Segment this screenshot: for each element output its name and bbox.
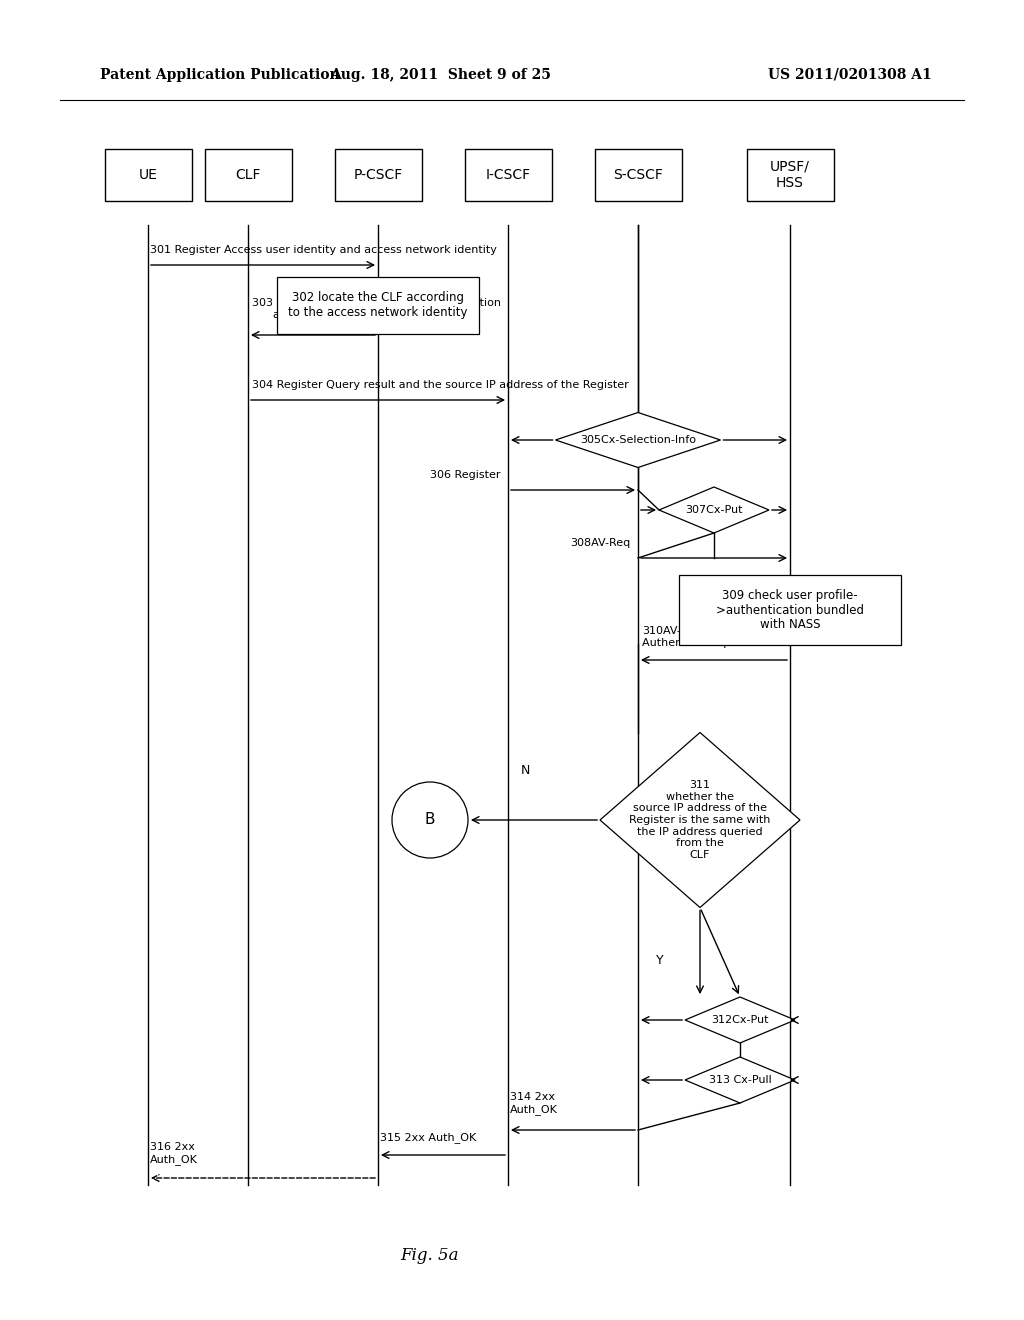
- FancyBboxPatch shape: [679, 576, 901, 645]
- Circle shape: [392, 781, 468, 858]
- FancyBboxPatch shape: [465, 149, 552, 201]
- Text: 305Cx-Selection-Info: 305Cx-Selection-Info: [580, 436, 696, 445]
- Polygon shape: [659, 487, 769, 533]
- Text: N: N: [520, 763, 529, 776]
- FancyBboxPatch shape: [335, 149, 422, 201]
- Polygon shape: [600, 733, 800, 908]
- FancyBboxPatch shape: [104, 149, 191, 201]
- Text: 308AV-Req: 308AV-Req: [569, 539, 630, 548]
- Text: UE: UE: [138, 168, 158, 182]
- Text: Y: Y: [656, 953, 664, 966]
- Text: UPSF/
HSS: UPSF/ HSS: [770, 160, 810, 190]
- Polygon shape: [685, 1057, 795, 1104]
- Text: Aug. 18, 2011  Sheet 9 of 25: Aug. 18, 2011 Sheet 9 of 25: [330, 69, 551, 82]
- Text: US 2011/0201308 A1: US 2011/0201308 A1: [768, 69, 932, 82]
- FancyBboxPatch shape: [205, 149, 292, 201]
- Text: 316 2xx
Auth_OK: 316 2xx Auth_OK: [150, 1143, 198, 1166]
- Text: 311
whether the
source IP address of the
Register is the same with
the IP addres: 311 whether the source IP address of the…: [630, 780, 771, 859]
- Text: 303 query the NASS attachment information
      according to the access user ide: 303 query the NASS attachment informatio…: [252, 298, 501, 319]
- FancyBboxPatch shape: [278, 276, 479, 334]
- Text: 302 locate the CLF according
to the access network identity: 302 locate the CLF according to the acce…: [288, 290, 468, 319]
- Text: Patent Application Publication: Patent Application Publication: [100, 69, 340, 82]
- Text: 306 Register: 306 Register: [429, 470, 500, 480]
- Text: S-CSCF: S-CSCF: [613, 168, 663, 182]
- Text: 304 Register Query result and the source IP address of the Register: 304 Register Query result and the source…: [252, 380, 629, 389]
- Text: I-CSCF: I-CSCF: [485, 168, 530, 182]
- Text: 313 Cx-Pull: 313 Cx-Pull: [709, 1074, 771, 1085]
- Text: 314 2xx
Auth_OK: 314 2xx Auth_OK: [510, 1093, 558, 1115]
- FancyBboxPatch shape: [595, 149, 682, 201]
- Text: 309 check user profile-
>authentication bundled
with NASS: 309 check user profile- >authentication …: [716, 589, 864, 631]
- Text: 307Cx-Put: 307Cx-Put: [685, 506, 742, 515]
- FancyBboxPatch shape: [746, 149, 834, 201]
- Text: 315 2xx Auth_OK: 315 2xx Auth_OK: [380, 1133, 476, 1143]
- Text: B: B: [425, 813, 435, 828]
- Text: 310AV-Req-Resp
Authenciation parameter: 310AV-Req-Resp Authenciation parameter: [642, 627, 782, 648]
- Polygon shape: [685, 997, 795, 1043]
- Text: P-CSCF: P-CSCF: [353, 168, 402, 182]
- Text: 301 Register Access user identity and access network identity: 301 Register Access user identity and ac…: [150, 246, 497, 255]
- Text: 312Cx-Put: 312Cx-Put: [712, 1015, 769, 1026]
- Text: CLF: CLF: [236, 168, 261, 182]
- Polygon shape: [555, 412, 721, 467]
- Text: Fig. 5a: Fig. 5a: [400, 1246, 459, 1263]
